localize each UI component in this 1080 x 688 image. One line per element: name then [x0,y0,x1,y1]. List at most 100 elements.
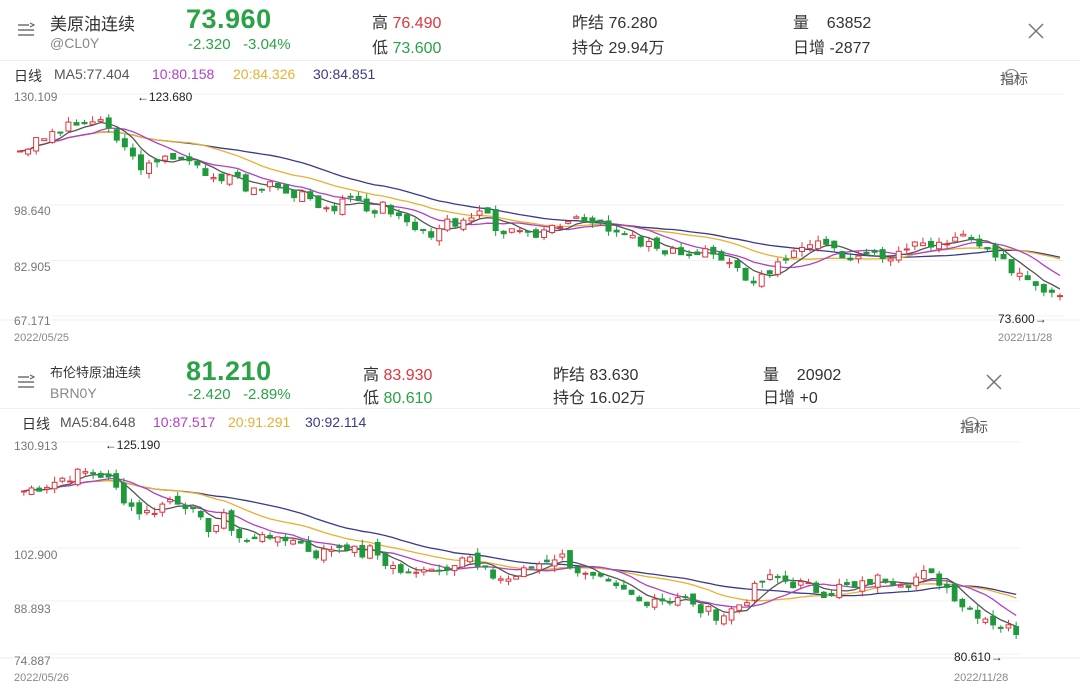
daily-increase-field: 日增 +0 [763,390,818,407]
candle [290,537,296,546]
candle [146,159,153,179]
candle [636,595,643,602]
candle [581,213,588,223]
candle [105,470,112,481]
candle [218,173,225,184]
candle [859,576,866,597]
candle [505,575,512,586]
period-label[interactable]: 日线 [22,416,50,432]
instrument-name: 美原油连续 [50,15,135,34]
candle [242,173,249,193]
candle [736,604,743,614]
candle [903,243,910,255]
quote-header: 布伦特原油连续 BRN0Y 81.210 -2.420 -2.89% 高 83.… [0,352,1080,412]
candle [74,468,81,487]
candle [670,245,677,254]
candle [162,154,169,164]
candle [197,510,204,521]
high-field: 高 76.490 [372,15,442,32]
candle [661,250,668,257]
candle [836,578,843,600]
candle [154,158,161,168]
candle [667,597,673,606]
y-tick-label: 102.900 [14,548,58,562]
candle [774,574,781,584]
price-change: -2.320 -3.04% [188,36,291,53]
candle [851,581,858,588]
candle [120,477,127,506]
ma5-line [19,121,1061,290]
candle [291,189,298,202]
close-icon[interactable] [1025,20,1047,42]
x-start-label: 2022/05/25 [14,332,70,344]
low-annotation: 73.600→ [998,312,1047,326]
ma10-value: 10:80.158 [152,66,215,82]
candle [320,544,327,564]
candle [297,540,304,544]
divider [0,408,1080,409]
candle [952,232,959,242]
candle [828,589,835,597]
candle [282,533,289,547]
candle [720,613,727,626]
candle [97,116,104,123]
candle [379,200,386,214]
candle [395,208,402,220]
candle [728,606,735,625]
menu-icon[interactable] [16,20,36,40]
candle [387,204,394,218]
candle [644,601,650,609]
candle [436,564,443,576]
candle [659,593,666,605]
ma-legend-bar: 日线 MA5:77.404 10:80.158 20:84.326 30:84.… [14,66,1028,87]
ma10-value: 10:87.517 [153,414,216,430]
candle [1013,621,1020,640]
ma5-value: MA5:77.404 [54,66,130,82]
candle [136,499,143,520]
candle [694,248,701,256]
candle [920,565,927,583]
candle [549,224,556,235]
candle [213,525,220,534]
candle [718,249,725,261]
candle [451,565,458,576]
candle [516,227,523,234]
menu-icon[interactable] [16,372,36,392]
candle [508,228,515,234]
close-icon[interactable] [983,371,1005,393]
period-label[interactable]: 日线 [14,68,42,84]
candle [528,566,535,569]
candle [234,169,241,179]
y-tick-label: 130.109 [14,90,58,104]
candle [936,570,943,590]
candle [174,491,181,505]
candle [44,484,50,494]
candle [582,571,589,580]
candle [137,149,144,176]
candle [97,470,104,479]
candle [382,551,389,569]
candle [710,244,717,260]
candle [874,573,881,594]
candlestick-chart[interactable]: 130.109 98.640 82.905 67.171 2022/05/25 2022/… [0,88,1080,350]
candle [336,543,343,554]
candle [799,242,805,257]
candle [613,580,620,589]
candle [928,568,935,574]
price-change: -2.420 -2.89% [188,386,291,403]
candle [190,506,196,513]
candle [274,536,281,547]
candle [573,214,580,219]
candle [65,117,72,133]
candle [976,234,983,249]
candle [413,567,420,578]
candle [344,542,350,551]
candle [49,128,56,144]
candle [1048,287,1055,298]
candle [313,549,320,560]
candlestick-chart[interactable]: 130.913 102.900 88.893 74.887 2022/05/26 2022… [0,436,1080,688]
y-tick-label: 98.640 [14,204,51,218]
candle [629,230,636,239]
candle [73,119,80,126]
prev-settle-field: 昨结 76.280 [572,15,658,32]
